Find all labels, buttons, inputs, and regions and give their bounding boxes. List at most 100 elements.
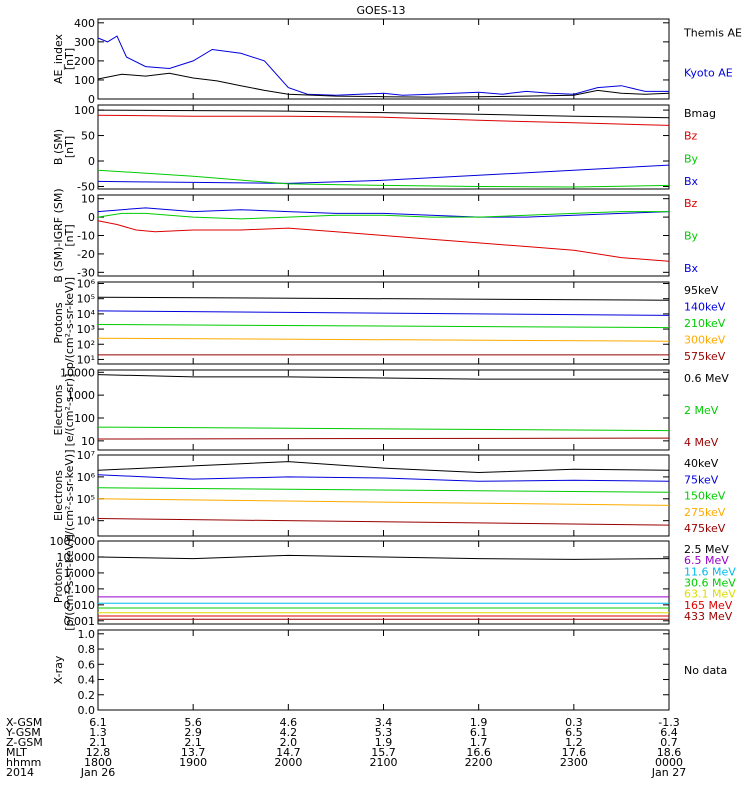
legend-entry: 75keV [684,473,719,486]
x-column-value: 6.1 [470,726,488,739]
series-line-4-mev [97,437,670,440]
x-column-value: 2300 [560,756,588,769]
panel-frame [97,281,670,365]
y-axis-label: Electrons [52,470,65,521]
y-axis-label: B (SM)-IGRF (SM) [52,188,65,282]
legend-entry: 4 MeV [684,436,719,449]
y-tick-label: 100 [74,104,95,117]
x-column-value: -1.3 [658,716,679,729]
x-column-value: 1.7 [470,736,488,749]
series-line-bz [97,114,670,126]
legend-entry: Bmag [684,107,716,120]
no-data-note: No data [684,664,727,677]
y-tick-label: 10⁵ [77,293,95,306]
series-line-bx [97,207,670,218]
x-column-value: 16.6 [466,746,491,759]
series-line-275kev [97,498,670,506]
y-tick-label: 100 [74,74,95,87]
series-line-kyoto-ae [97,35,669,96]
y-tick-label: 0.4 [78,674,96,687]
legend-entry: Bz [684,130,698,143]
legend-entry: 40keV [684,457,719,470]
x-column-value: 17.6 [562,746,587,759]
y-tick-label: 0 [88,155,95,168]
legend-entry: 6.5 MeV [684,554,729,567]
x-column-value: 2000 [274,756,302,769]
x-column-value: 6.4 [660,726,678,739]
y-tick-label: 0.100 [64,583,96,596]
legend-entry: 575keV [684,350,726,363]
y-tick-label: 200 [74,55,95,68]
legend-entry: 150keV [684,490,726,503]
legend-entry: 30.6 MeV [684,577,736,590]
legend-entry: 433 MeV [684,610,733,623]
x-column-value: 5.3 [375,726,393,739]
x-column-value: 5.6 [184,716,202,729]
y-tick-label: 0 [88,93,95,106]
legend-entry: 475keV [684,522,726,535]
series-line-300kev [97,337,670,342]
x-column-value: 1.3 [89,726,107,739]
y-axis-label: [nT] [63,224,76,246]
y-tick-label: 10⁵ [77,493,95,506]
x-column-value: 15.7 [371,746,396,759]
y-tick-label: 10² [77,338,95,351]
panel-5: 10 100 1000 10000 Electrons[e/(cm²-s-sr)] 0.6… [52,366,729,451]
x-column-value: 4.2 [280,726,298,739]
x-column-value: 13.7 [181,746,206,759]
x-axis-table: X-GSMY-GSMZ-GSMMLThhmm20146.11.32.112.81… [5,716,686,779]
y-tick-label: 100.000 [50,535,96,548]
y-tick-label: 300 [74,36,95,49]
x-column-value: 1.9 [375,736,393,749]
y-tick-label: 10³ [77,323,95,336]
panel-frame [97,18,670,100]
series-line-2.5-mev [97,554,670,560]
y-tick-label: -50 [77,180,95,193]
legend-entry: 275keV [684,506,726,519]
legend-entry: Kyoto AE [684,67,733,80]
legend-entry: 95keV [684,284,719,297]
series-line-210kev [97,324,670,329]
y-axis-label: AE_index [52,33,65,84]
legend-entry: 210keV [684,317,726,330]
panel-2: -50 0 50 100 B (SM)[nT] Bmag Bz By Bx [52,104,716,193]
x-column-value: 1.9 [470,716,488,729]
y-axis-label: Electrons [52,384,65,435]
y-tick-label: 0.0 [78,704,96,717]
y-tick-label: 10⁴ [77,308,96,321]
legend-entry: 300keV [684,334,726,347]
legend-entry: 165 MeV [684,599,733,612]
x-row-label: hhmm [6,756,41,769]
x-column-value: 2.1 [89,736,107,749]
series-line-140kev [97,310,670,316]
x-column-value: 1.2 [565,736,583,749]
legend-entry: 63.1 MeV [684,588,736,601]
legend-entry: Bx [684,175,699,188]
series-line-bz [97,220,670,262]
y-tick-label: 0.010 [64,599,96,612]
y-tick-label: 10.000 [57,551,96,564]
y-tick-label: 10¹ [77,353,95,366]
y-tick-label: 1.0 [78,628,96,641]
x-column-value: 12.8 [86,746,111,759]
x-column-value: 6.5 [565,726,583,739]
x-column-value: 0.3 [565,716,583,729]
y-tick-label: 0.6 [78,658,96,671]
legend-entry: Bx [684,262,699,275]
y-axis-label: [nT] [63,48,76,70]
legend-entry: Bz [684,197,698,210]
y-axis-label: [p/(cm²-s-sr-keV)] [63,534,76,631]
x-column-value: 18.6 [657,746,682,759]
y-tick-label: -30 [77,266,95,279]
x-column-value: 1800 [84,756,112,769]
y-tick-label: 10⁷ [77,449,95,462]
y-axis-label: [e/(cm²-s-sr)] [63,374,76,447]
series-line-themis-ae [97,72,670,98]
series-line-40kev [97,461,670,474]
y-axis-label: [nT] [63,136,76,158]
x-row-label: 2014 [6,766,34,779]
y-tick-label: 10 [81,435,95,448]
y-tick-label: 400 [74,17,95,30]
x-column-value: 2200 [465,756,493,769]
y-tick-label: 10⁶ [77,278,96,291]
